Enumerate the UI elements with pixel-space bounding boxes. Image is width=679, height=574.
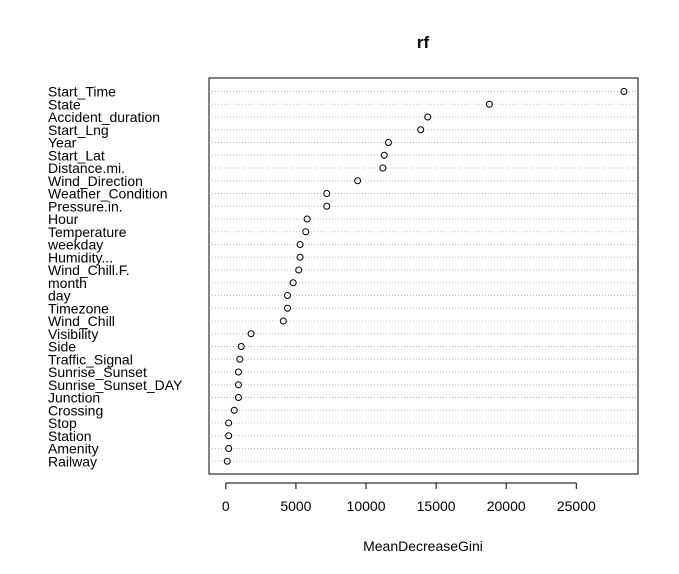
data-point <box>379 164 387 172</box>
data-point <box>354 177 362 185</box>
data-point <box>384 139 392 146</box>
guide-lines <box>209 91 638 462</box>
data-point <box>284 304 292 312</box>
variable-label: Year <box>48 135 77 151</box>
data-point <box>296 241 304 248</box>
variable-label: weekday <box>47 237 103 253</box>
data-points <box>223 88 628 465</box>
data-point <box>234 394 242 401</box>
x-tick-label: 25000 <box>557 498 596 514</box>
variable-label: month <box>48 275 87 291</box>
data-point <box>302 228 310 236</box>
data-point <box>279 317 287 325</box>
variable-labels: Start_TimeStateAccident_durationStart_Ln… <box>47 84 183 470</box>
variable-label: Wind_Chill <box>48 313 115 329</box>
data-point <box>620 88 628 95</box>
data-point <box>225 419 233 427</box>
variable-label: Wind_Direction <box>48 173 143 189</box>
plot-frame <box>208 77 639 475</box>
variable-label: Humidity... <box>48 249 113 265</box>
data-point <box>234 381 242 389</box>
data-point <box>230 406 238 414</box>
variable-label: Temperature <box>48 224 127 240</box>
variable-label: Station <box>48 428 92 444</box>
data-point <box>236 355 244 363</box>
data-point <box>234 368 242 376</box>
variable-label: Timezone <box>48 300 109 316</box>
variable-label: Visibility <box>48 326 98 342</box>
variable-label: Railway <box>48 453 97 469</box>
data-point <box>323 190 331 197</box>
variable-label: Sunrise_Sunset_DAY <box>48 377 183 393</box>
variable-label: Stop <box>48 415 77 431</box>
variable-label: Amenity <box>48 441 99 457</box>
variable-label: Start_Time <box>48 84 116 100</box>
data-point <box>247 330 255 338</box>
variable-label: Pressure.in. <box>48 198 123 214</box>
variable-label: Start_Lat <box>48 147 105 163</box>
data-point <box>380 151 388 159</box>
data-point <box>237 343 245 350</box>
variable-label: Accident_duration <box>48 109 160 125</box>
x-tick-label: 10000 <box>347 498 386 514</box>
x-axis-label: MeanDecreaseGini <box>363 538 483 554</box>
variable-label: Start_Lng <box>48 122 109 138</box>
variable-label: Side <box>48 339 76 355</box>
data-point <box>225 432 233 440</box>
variable-label: Distance.mi. <box>48 160 125 176</box>
x-axis: 0 5000 10000 15000 20000 25000 <box>222 482 596 514</box>
data-point <box>485 100 493 108</box>
chart-title: rf <box>417 33 430 52</box>
data-point <box>225 445 233 452</box>
variable-label: Junction <box>48 390 100 406</box>
data-point <box>296 253 304 261</box>
x-tick-label: 0 <box>222 498 230 514</box>
x-tick-label: 5000 <box>280 498 311 514</box>
variable-label: Wind_Chill.F. <box>48 262 130 278</box>
data-point <box>223 457 231 465</box>
data-point <box>323 202 331 210</box>
variable-label: Crossing <box>48 402 103 418</box>
x-tick-label: 20000 <box>487 498 526 514</box>
variable-label: State <box>48 96 81 112</box>
data-point <box>295 266 303 274</box>
data-point <box>424 113 432 121</box>
variable-label: Hour <box>48 211 79 227</box>
data-point <box>303 215 311 223</box>
data-point <box>284 292 292 299</box>
data-point <box>289 279 297 287</box>
variable-label: Sunrise_Sunset <box>48 364 147 380</box>
variable-label: Traffic_Signal <box>48 351 133 367</box>
data-point <box>417 126 425 134</box>
variable-label: day <box>48 288 71 304</box>
variable-label: Weather_Condition <box>48 186 168 202</box>
x-tick-label: 15000 <box>417 498 456 514</box>
